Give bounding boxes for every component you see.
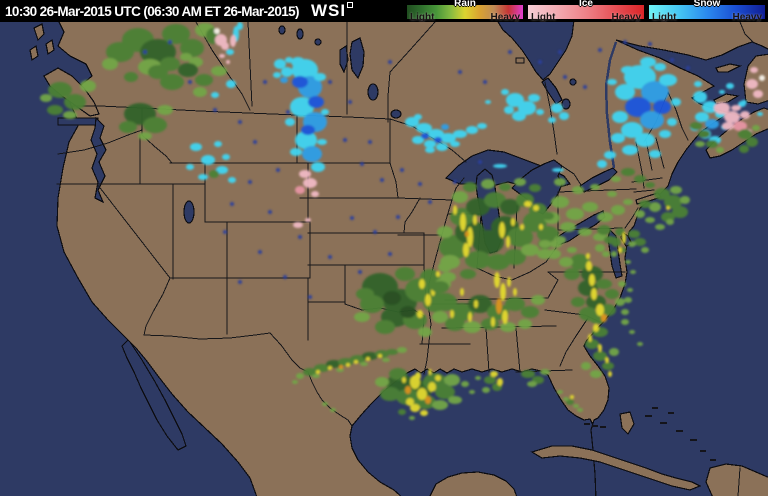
- strait-juan-de-fuca: [57, 117, 99, 126]
- legend-rain-heavy-label: Heavy: [490, 12, 520, 23]
- precip-legend: Rain Light Heavy Ice Light Heavy Snow Li…: [407, 0, 768, 23]
- newfoundland: [743, 53, 768, 105]
- ocean-layer: [0, 22, 768, 496]
- wsi-logo-text: WSI: [310, 1, 347, 20]
- james-bay: [497, 22, 575, 81]
- small-lake: [278, 25, 286, 35]
- small-lake: [314, 38, 322, 46]
- legend-snow-gradient-bar: Light Heavy: [649, 5, 765, 23]
- radar-echo-layer: [40, 22, 765, 420]
- lake-nipigon: [561, 98, 571, 110]
- legend-ice-gradient-bar: Light Heavy: [528, 5, 644, 23]
- florida-keys: [584, 423, 606, 428]
- legend-snow-label: Snow: [693, 0, 721, 9]
- legend-ice-light-label: Light: [531, 12, 556, 23]
- legend-snow: Snow Light Heavy: [649, 0, 765, 23]
- legend-rain-light-label: Light: [410, 12, 435, 23]
- haida-islet: [33, 23, 45, 42]
- anticosti-island: [715, 63, 742, 73]
- coastal-islet: [29, 45, 39, 61]
- lake-of-the-woods: [390, 109, 402, 119]
- small-lake: [569, 78, 577, 86]
- cuba: [530, 445, 702, 491]
- legend-ice-label: Ice: [579, 0, 593, 9]
- legend-snow-light-label: Light: [652, 12, 677, 23]
- wsi-registered-mark-icon: [347, 2, 354, 8]
- top-bar: 10:30 26-Mar-2015 UTC (06:30 AM ET 26-Ma…: [0, 0, 768, 23]
- lake-manitoba: [367, 83, 379, 101]
- legend-rain-gradient-bar: Light Heavy: [407, 5, 523, 23]
- james-bay-island: [515, 57, 525, 64]
- lake-winnipeg: [349, 37, 365, 80]
- lake-ontario: [579, 167, 618, 193]
- legend-ice: Ice Light Heavy: [528, 0, 644, 23]
- map-area: [0, 22, 768, 496]
- lake-winnipegosis: [339, 44, 349, 74]
- legend-rain: Rain Light Heavy: [407, 0, 523, 23]
- bahamas-islets: [645, 407, 716, 461]
- andros-island: [619, 411, 635, 435]
- legend-snow-heavy-label: Heavy: [732, 12, 762, 23]
- st-lawrence-river: [604, 41, 618, 169]
- wsi-logo: WSI: [310, 1, 354, 21]
- radar-map: [0, 22, 768, 496]
- legend-rain-label: Rain: [454, 0, 476, 9]
- great-salt-lake: [183, 200, 195, 224]
- haida-islet: [45, 39, 55, 55]
- small-lake: [296, 28, 304, 40]
- puget-sound: [90, 116, 107, 204]
- yucatan-peninsula: [429, 471, 518, 496]
- legend-ice-heavy-label: Heavy: [611, 12, 641, 23]
- hispaniola: [705, 463, 768, 496]
- timestamp-text: 10:30 26-Mar-2015 UTC (06:30 AM ET 26-Ma…: [5, 3, 300, 19]
